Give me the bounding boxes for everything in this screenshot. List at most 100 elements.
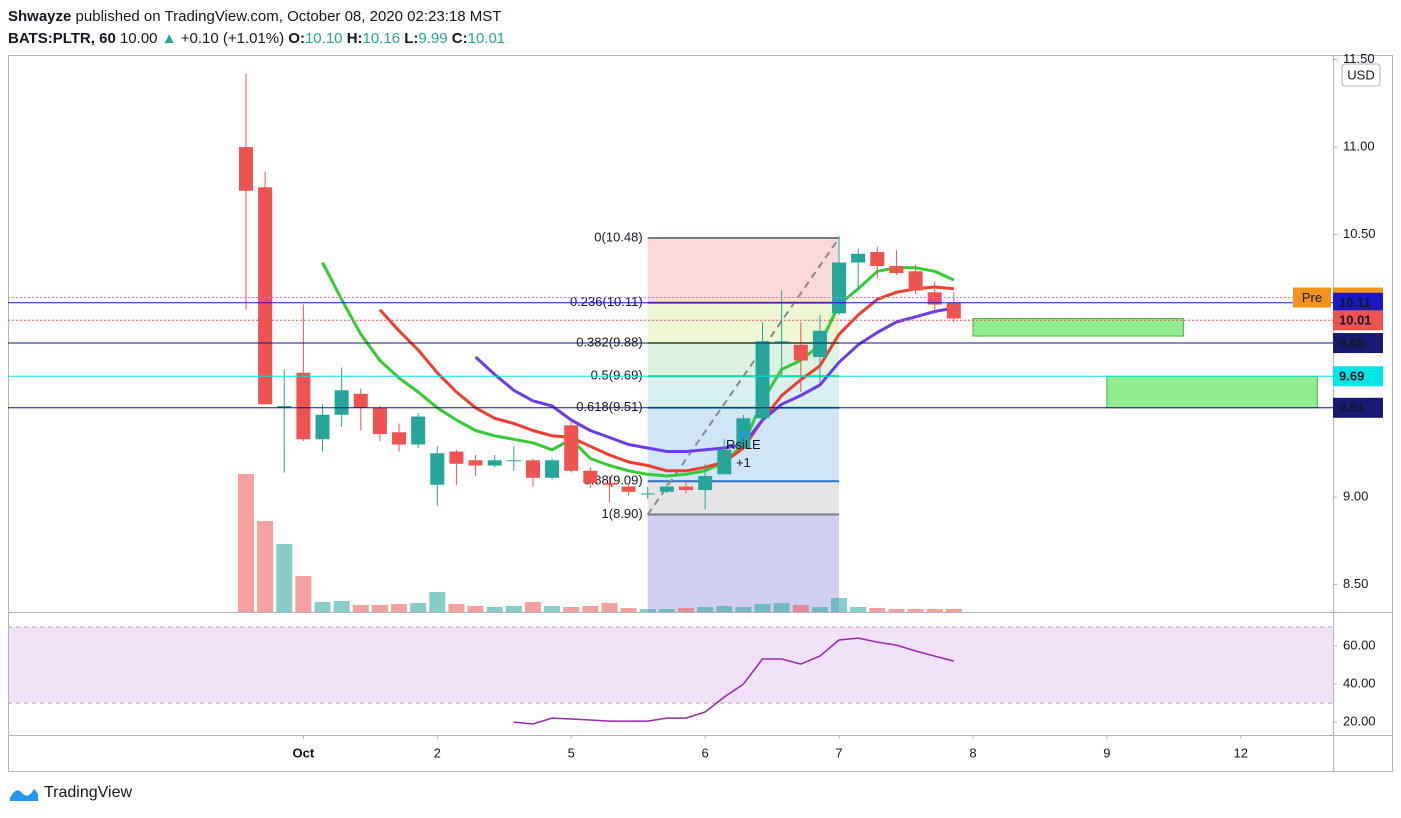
candle-body <box>334 390 349 415</box>
candle-body <box>946 302 961 319</box>
candle-body <box>602 483 617 485</box>
volume-bar <box>945 609 962 612</box>
rsi-tick-label: 60.00 <box>1343 638 1376 653</box>
candle-body <box>449 451 464 464</box>
volume-bar <box>888 609 905 612</box>
zone-box <box>972 318 1184 337</box>
l-label: L: <box>404 30 419 47</box>
candle-body <box>698 476 713 491</box>
h-label: H: <box>346 30 363 47</box>
volume-bar <box>926 609 943 612</box>
candle-body <box>392 432 407 445</box>
candle-body <box>832 262 847 314</box>
candle-body <box>277 406 292 408</box>
o-label: O: <box>288 30 305 47</box>
x-tick-label: 5 <box>568 745 575 760</box>
o: 10.10 <box>304 30 343 47</box>
candle-body <box>545 460 560 478</box>
volume-bar <box>524 602 541 612</box>
price-tag-prefix: Pre <box>1302 290 1322 305</box>
candle-body <box>430 453 445 485</box>
fib-label: 0.382(9.88) <box>576 334 643 349</box>
x-tick-label: 6 <box>702 745 709 760</box>
candle-body <box>564 425 579 471</box>
volume-bar <box>831 598 848 612</box>
volume-bar <box>467 606 484 612</box>
y-tick-label: 8.50 <box>1343 576 1368 591</box>
candle-body <box>812 330 827 358</box>
price-tag <box>1333 366 1383 387</box>
volume-bar <box>563 607 580 612</box>
quote-line: BATS:PLTR, 60 10.00 ▲ +0.10 (+1.01%) O:1… <box>8 28 505 50</box>
rsi-tick-label: 20.00 <box>1343 714 1376 729</box>
volume-bar <box>448 604 465 612</box>
volume-bar <box>620 608 637 612</box>
fib-zone <box>647 376 840 408</box>
candle-body <box>411 416 426 445</box>
candle-body <box>583 470 598 484</box>
logo <box>10 789 38 801</box>
zone-box <box>1106 375 1318 409</box>
candle-body <box>870 252 885 267</box>
price-tag <box>1333 333 1383 354</box>
candle-body <box>889 266 904 274</box>
candle-body <box>238 147 253 191</box>
volume-bar <box>754 604 771 612</box>
volume-bar <box>544 606 561 612</box>
price-tag <box>1333 397 1383 418</box>
fib-label: 0.618(9.51) <box>576 399 643 414</box>
candle-body <box>487 460 502 466</box>
volume-bar <box>677 608 694 612</box>
volume-bar <box>850 607 867 612</box>
y-tick-label: 9.00 <box>1343 488 1368 503</box>
price-tag-prefix-box <box>1293 287 1331 308</box>
x-tick-label: 8 <box>969 745 976 760</box>
candle-body <box>525 460 540 478</box>
volume-bar <box>907 609 924 612</box>
volume-bar <box>486 607 503 612</box>
candle-body <box>774 341 789 344</box>
volume-bar <box>352 605 369 612</box>
footer: TradingView <box>8 784 132 802</box>
volume-bar <box>333 601 350 612</box>
candle-body <box>851 253 866 263</box>
x-tick-label: 7 <box>835 745 842 760</box>
candle-body <box>372 407 387 435</box>
y-tick-label: 10.50 <box>1343 226 1376 241</box>
candle-body <box>640 493 655 495</box>
volume-bar <box>429 592 446 612</box>
candle-body <box>468 460 483 466</box>
symbol: BATS:PLTR, 60 <box>8 30 116 47</box>
volume-bar <box>773 603 790 612</box>
price-tag-label: 9.69 <box>1339 369 1364 384</box>
price-tag-label: 9.88 <box>1339 335 1364 350</box>
candle-body <box>296 372 311 440</box>
main-pane: 0(10.48) 0.236(10.11) 0.382(9.88) 0.5(9.69)… <box>237 73 1318 612</box>
candle-body <box>717 449 732 475</box>
ma-line <box>474 306 955 453</box>
fib-label: 0.236(10.11) <box>570 294 643 309</box>
volume-bar <box>410 603 427 612</box>
publisher: Shwayze <box>8 8 72 25</box>
volume-bar <box>391 604 408 612</box>
brand: TradingView <box>44 784 133 801</box>
price-tag <box>1333 310 1383 331</box>
candle-body <box>621 486 636 492</box>
candle-body <box>659 486 674 492</box>
last: 10.00 <box>119 30 158 47</box>
volume-bar <box>295 576 312 612</box>
y-tick-label: 11.50 <box>1343 51 1375 66</box>
fib-label: 1(8.90) <box>602 506 643 521</box>
candle-body <box>506 460 521 462</box>
x-tick-label: 2 <box>434 745 441 760</box>
signal-label: RsiLE <box>726 437 761 452</box>
volume-bar <box>658 609 675 612</box>
candle-body <box>678 486 693 491</box>
price-tag <box>1333 292 1383 313</box>
rsi-tick-label: 40.00 <box>1343 676 1376 691</box>
volume-bar <box>716 606 733 612</box>
signal-qty: +1 <box>736 455 751 470</box>
price-tag-label: 9.51 <box>1339 400 1364 415</box>
candle-body <box>755 341 770 419</box>
